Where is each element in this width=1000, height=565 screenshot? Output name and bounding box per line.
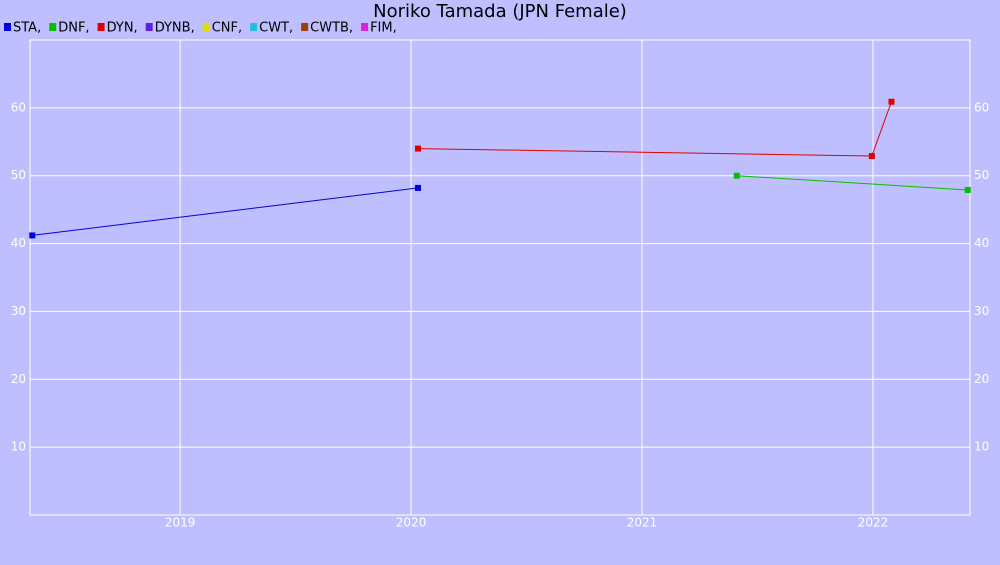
- y-tick-label: 40: [11, 236, 26, 250]
- point: [868, 153, 875, 160]
- x-tick-label: 2020: [396, 516, 427, 530]
- y2-tick-label: 10: [974, 440, 989, 454]
- y-tick-label: 60: [11, 100, 26, 114]
- legend-swatch: [250, 23, 258, 31]
- series-line: [32, 187, 419, 236]
- legend-label: STA,: [13, 21, 41, 36]
- legend-swatch: [202, 23, 210, 31]
- legend-label: CNF,: [212, 21, 242, 36]
- y-tick-label: 50: [11, 168, 26, 182]
- legend-label: CWTB,: [310, 21, 353, 36]
- point: [888, 98, 895, 105]
- point: [29, 232, 36, 239]
- legend-label: FIM,: [370, 21, 397, 36]
- legend-swatch: [97, 23, 105, 31]
- legend-swatch: [4, 23, 11, 31]
- y2-tick-label: 50: [974, 168, 989, 182]
- series-line: [736, 175, 968, 191]
- y2-tick-label: 40: [974, 236, 989, 250]
- point: [415, 145, 422, 152]
- legend-swatch: [361, 23, 369, 31]
- y-tick-label: 20: [11, 372, 26, 386]
- point: [415, 184, 422, 191]
- point: [733, 172, 740, 179]
- legend-label: DYNB,: [155, 21, 195, 36]
- y2-tick-label: 30: [974, 304, 989, 318]
- legend-swatch: [145, 23, 153, 31]
- x-tick-label: 2019: [165, 516, 196, 530]
- legend-swatch: [301, 23, 309, 31]
- y2-tick-label: 60: [974, 100, 989, 114]
- plot-frame: [29, 39, 971, 516]
- legend-swatch: [49, 23, 57, 31]
- x-tick-label: 2022: [858, 516, 889, 530]
- point: [964, 186, 971, 193]
- x-tick-label: 2021: [627, 516, 658, 530]
- y-tick-label: 10: [11, 440, 26, 454]
- y-tick-label: 30: [11, 304, 26, 318]
- legend-label: DNF,: [58, 21, 89, 36]
- legend-label: DYN,: [107, 21, 138, 36]
- chart-title: Noriko Tamada (JPN Female): [373, 1, 627, 22]
- legend-label: CWT,: [259, 21, 293, 36]
- y2-tick-label: 20: [974, 372, 989, 386]
